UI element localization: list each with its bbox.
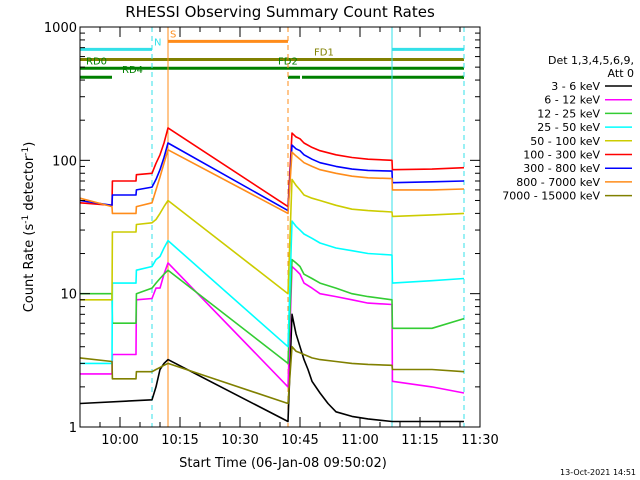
flag-label: RD0 [86, 56, 107, 67]
x-tick-label: 11:30 [461, 433, 498, 448]
chart-title: RHESSI Observing Summary Count Rates [125, 3, 435, 21]
flag-layer: SN FD1 RD0 FD2 RD4 [80, 29, 464, 79]
legend-label: 25 - 50 keV [537, 121, 600, 134]
legend-label: 12 - 25 keV [537, 107, 600, 120]
legend-label: 3 - 6 keV [551, 80, 600, 93]
flag-label: N [154, 37, 161, 48]
y-tick-label: 1 [69, 421, 77, 436]
footer-date: 13-Oct-2021 14:51 [560, 468, 636, 477]
x-tick-label: 10:45 [281, 433, 318, 448]
legend-header-line-1: Det 1,3,4,5,6,9, [548, 54, 634, 67]
legend-label: 800 - 7000 keV [516, 176, 600, 189]
x-axis-label: Start Time (06-Jan-08 09:50:02) [179, 456, 387, 471]
legend-label: 7000 - 15000 keV [502, 190, 600, 203]
y-axis-label-main: Count Rate (s [22, 224, 37, 313]
legend-label: 100 - 300 keV [523, 149, 600, 162]
y-axis-label-mid: detector [22, 155, 37, 215]
x-tick-label: 10:30 [221, 433, 258, 448]
series-layer [79, 127, 465, 423]
flag-label: FD2 [278, 56, 298, 67]
y-axis-label-sup2: -1 [21, 147, 31, 156]
legend-label: 6 - 12 keV [544, 94, 600, 107]
series-line [80, 178, 465, 301]
y-tick-label: 100 [52, 154, 77, 169]
x-tick-label: 10:15 [161, 433, 198, 448]
x-tick-label: 11:15 [401, 433, 438, 448]
y-axis: 1 10 100 1000 [44, 21, 480, 436]
series-line [79, 149, 465, 215]
flag-label: S [170, 29, 176, 40]
series-line [79, 345, 465, 405]
legend-label: 300 - 800 keV [523, 162, 600, 175]
legend-header-line-2: Att 0 [608, 67, 634, 80]
y-tick-label: 10 [60, 288, 77, 303]
y-axis-label-end: ) [22, 142, 37, 147]
legend-label: 50 - 100 keV [530, 135, 600, 148]
y-axis-label-sup1: -1 [21, 215, 31, 224]
series-line [79, 127, 465, 208]
flag-label: RD4 [122, 65, 143, 76]
series-line [80, 220, 465, 365]
series-line [80, 258, 465, 365]
x-axis: 10:00 10:15 10:30 10:45 11:00 11:15 11:30 [79, 27, 499, 448]
x-tick-label: 11:00 [341, 433, 378, 448]
y-tick-label: 1000 [44, 21, 77, 36]
flag-label: FD1 [314, 48, 334, 59]
y-axis-label: Count Rate (s-1 detector-1) [21, 142, 37, 313]
x-tick-label: 10:00 [101, 433, 138, 448]
series-line [79, 142, 465, 212]
